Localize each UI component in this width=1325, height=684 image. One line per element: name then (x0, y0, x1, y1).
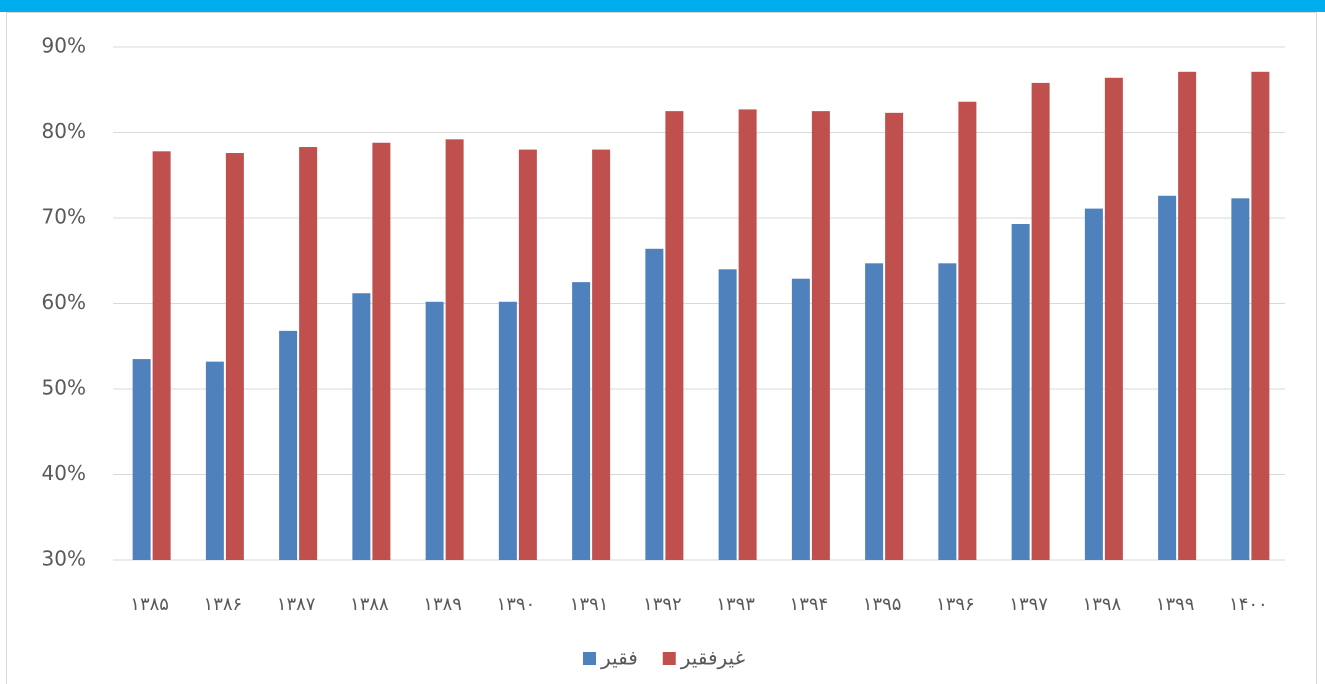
x-tick-label: ۱۳۹۲ (643, 594, 682, 615)
bar (372, 142, 391, 560)
y-tick-label: 80% (42, 119, 86, 143)
y-tick-label: 30% (42, 547, 86, 571)
x-tick-label: ۱۳۹۶ (936, 594, 975, 615)
x-tick-label: ۱۳۸۵ (130, 594, 169, 615)
bar (791, 278, 810, 560)
bar (865, 263, 884, 560)
bar (1158, 195, 1177, 560)
x-tick-label: ۱۳۹۵ (863, 594, 902, 615)
y-tick-label: 70% (42, 205, 86, 229)
bar (958, 101, 977, 560)
bar (592, 149, 611, 560)
bar (152, 151, 171, 560)
bar (1231, 198, 1250, 560)
bar (1251, 71, 1270, 561)
y-tick-label: 90% (42, 34, 86, 58)
bar (225, 153, 244, 560)
bar (738, 109, 757, 560)
bar (665, 111, 684, 560)
legend-label: فقیر (600, 646, 638, 670)
bar (425, 301, 444, 560)
y-tick-label: 50% (42, 376, 86, 400)
y-tick-label: 40% (42, 461, 86, 485)
x-tick-label: ۱۳۹۷ (1009, 594, 1048, 615)
bar (1031, 82, 1050, 560)
bar (352, 293, 371, 560)
bar (498, 301, 517, 560)
bar (885, 112, 904, 561)
bar (645, 248, 664, 560)
bar (811, 111, 830, 560)
bar (718, 269, 737, 560)
x-tick-label: ۱۳۹۹ (1156, 594, 1195, 615)
x-tick-label: ۱۳۸۹ (423, 594, 462, 615)
legend-swatch (662, 652, 676, 665)
x-tick-label: ۱۳۹۰ (497, 594, 536, 615)
bar (299, 147, 318, 560)
bar (572, 282, 591, 560)
bar (518, 149, 537, 560)
bar (132, 359, 151, 560)
top-banner (0, 0, 1325, 12)
x-tick-label: ۱۳۸۷ (277, 594, 316, 615)
x-tick-label: ۱۳۹۸ (1083, 594, 1122, 615)
bar (938, 263, 957, 560)
bar (1178, 71, 1197, 561)
x-tick-label: ۱۳۸۸ (350, 594, 389, 615)
x-tick-label: ۱۳۹۴ (790, 594, 829, 615)
y-tick-label: 60% (42, 290, 86, 314)
bar (279, 330, 298, 560)
x-tick-label: ۱۳۹۱ (570, 594, 609, 615)
x-tick-label: ۱۳۹۳ (716, 594, 755, 615)
x-tick-label: ۱۴۰۰ (1229, 594, 1268, 615)
chart-border (6, 12, 1317, 684)
x-tick-label: ۱۳۸۶ (204, 594, 243, 615)
bar (1104, 77, 1123, 560)
bar (205, 361, 224, 560)
legend-swatch (583, 652, 596, 665)
legend-label: غیرفقیر (680, 646, 745, 670)
bar (1084, 208, 1103, 560)
bar (1011, 223, 1030, 561)
bar (445, 139, 464, 560)
